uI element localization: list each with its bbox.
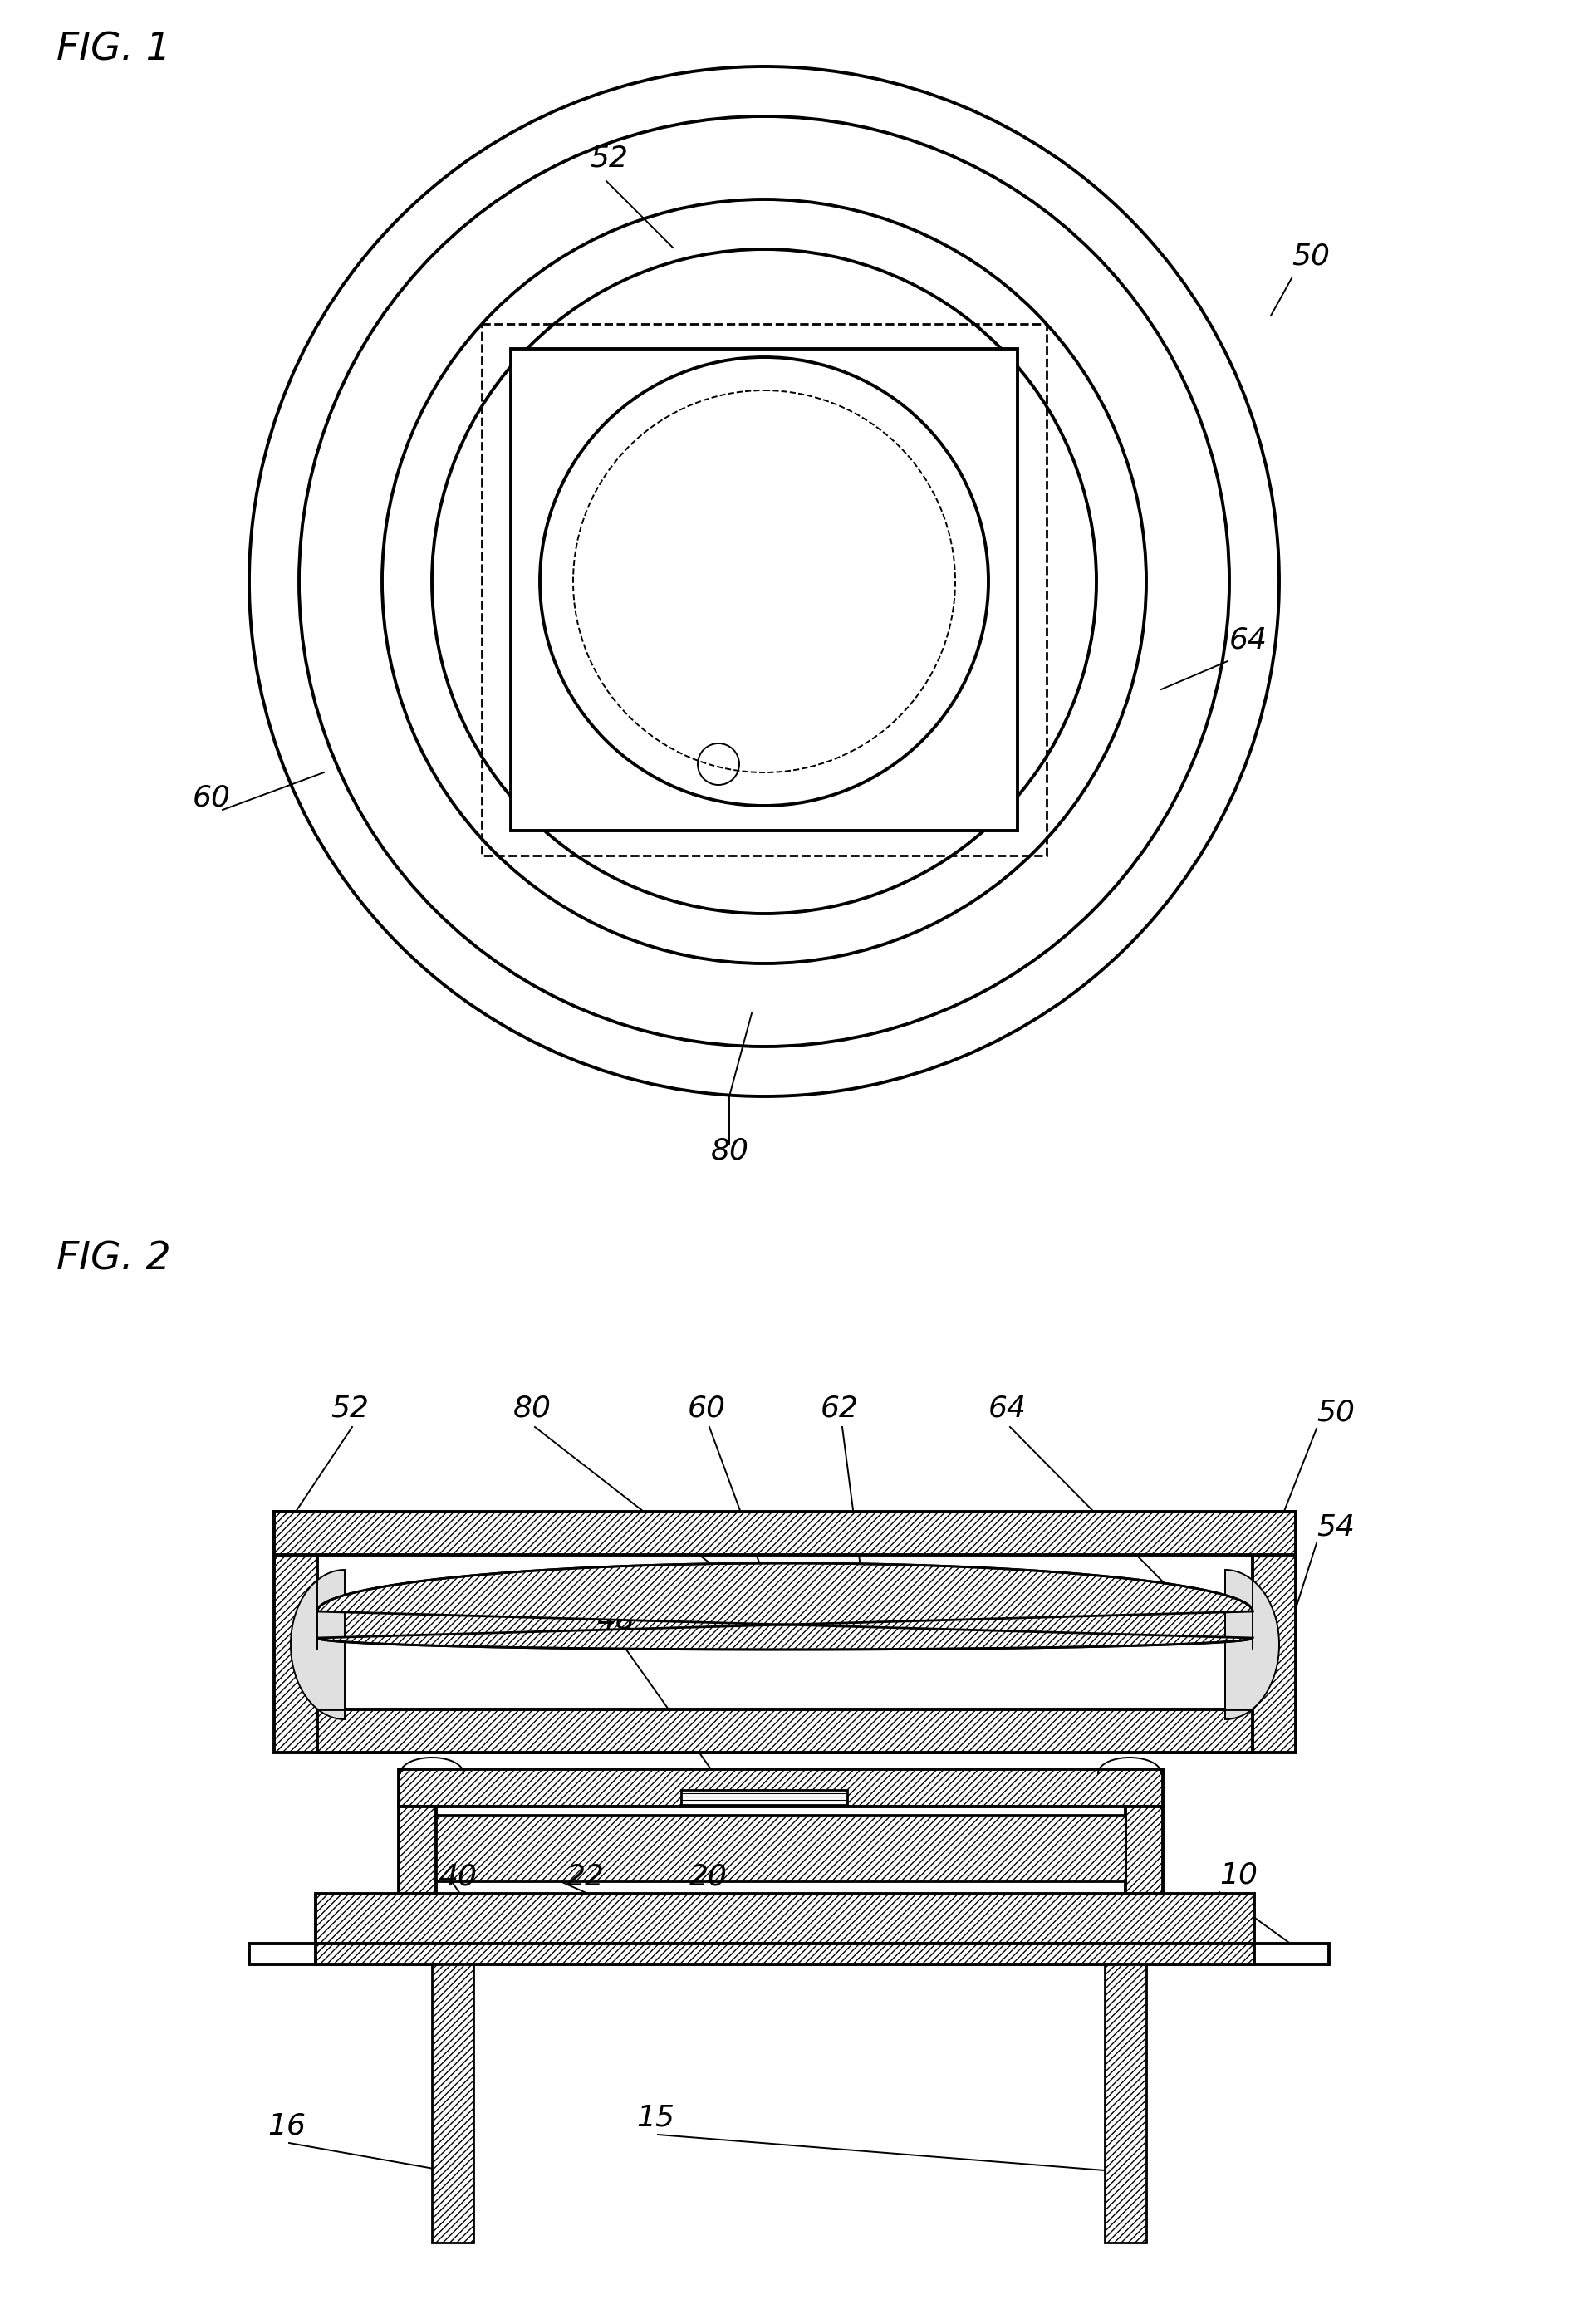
Bar [249, 1943, 1330, 1964]
Bar [1252, 1511, 1296, 1752]
Bar [317, 1710, 1252, 1752]
Bar [316, 1943, 1254, 1964]
Bar [398, 1769, 1162, 1806]
Bar [512, 349, 1017, 830]
Text: 15: 15 [636, 2103, 674, 2131]
Bar [1105, 1964, 1146, 2243]
Bar [681, 1789, 848, 1806]
Bar [398, 1806, 436, 1894]
Bar [436, 1815, 1126, 1882]
Text: 52: 52 [330, 1394, 369, 1422]
Polygon shape [291, 1569, 344, 1720]
Text: 64: 64 [1230, 625, 1268, 653]
Bar [275, 1511, 1296, 1555]
Text: 60: 60 [193, 783, 231, 811]
Text: 82: 82 [728, 1592, 766, 1622]
Bar [1126, 1806, 1162, 1894]
Bar [482, 323, 1047, 855]
Text: 40: 40 [439, 1864, 477, 1892]
Text: 62: 62 [821, 1394, 859, 1422]
Text: 52: 52 [589, 144, 628, 172]
Text: 22: 22 [567, 1864, 605, 1892]
Text: 20: 20 [690, 1864, 728, 1892]
Text: 10: 10 [1219, 1862, 1257, 1889]
Text: 64: 64 [988, 1394, 1026, 1422]
Bar [316, 1894, 1254, 1943]
Bar [433, 1964, 474, 2243]
Text: FIG. 1: FIG. 1 [57, 30, 171, 67]
Text: 48: 48 [597, 1606, 635, 1634]
Text: 16: 16 [267, 2113, 306, 2140]
Text: 80: 80 [711, 1136, 748, 1164]
Text: 80: 80 [513, 1394, 551, 1422]
Bar [275, 1511, 317, 1752]
Text: 54: 54 [1317, 1513, 1355, 1541]
Bar [317, 1611, 1252, 1638]
Text: 50: 50 [1317, 1399, 1355, 1427]
Text: FIG. 2: FIG. 2 [57, 1241, 171, 1278]
Text: 60: 60 [688, 1394, 726, 1422]
Polygon shape [1225, 1569, 1279, 1720]
Text: 50: 50 [1292, 242, 1330, 270]
Polygon shape [317, 1564, 1252, 1650]
